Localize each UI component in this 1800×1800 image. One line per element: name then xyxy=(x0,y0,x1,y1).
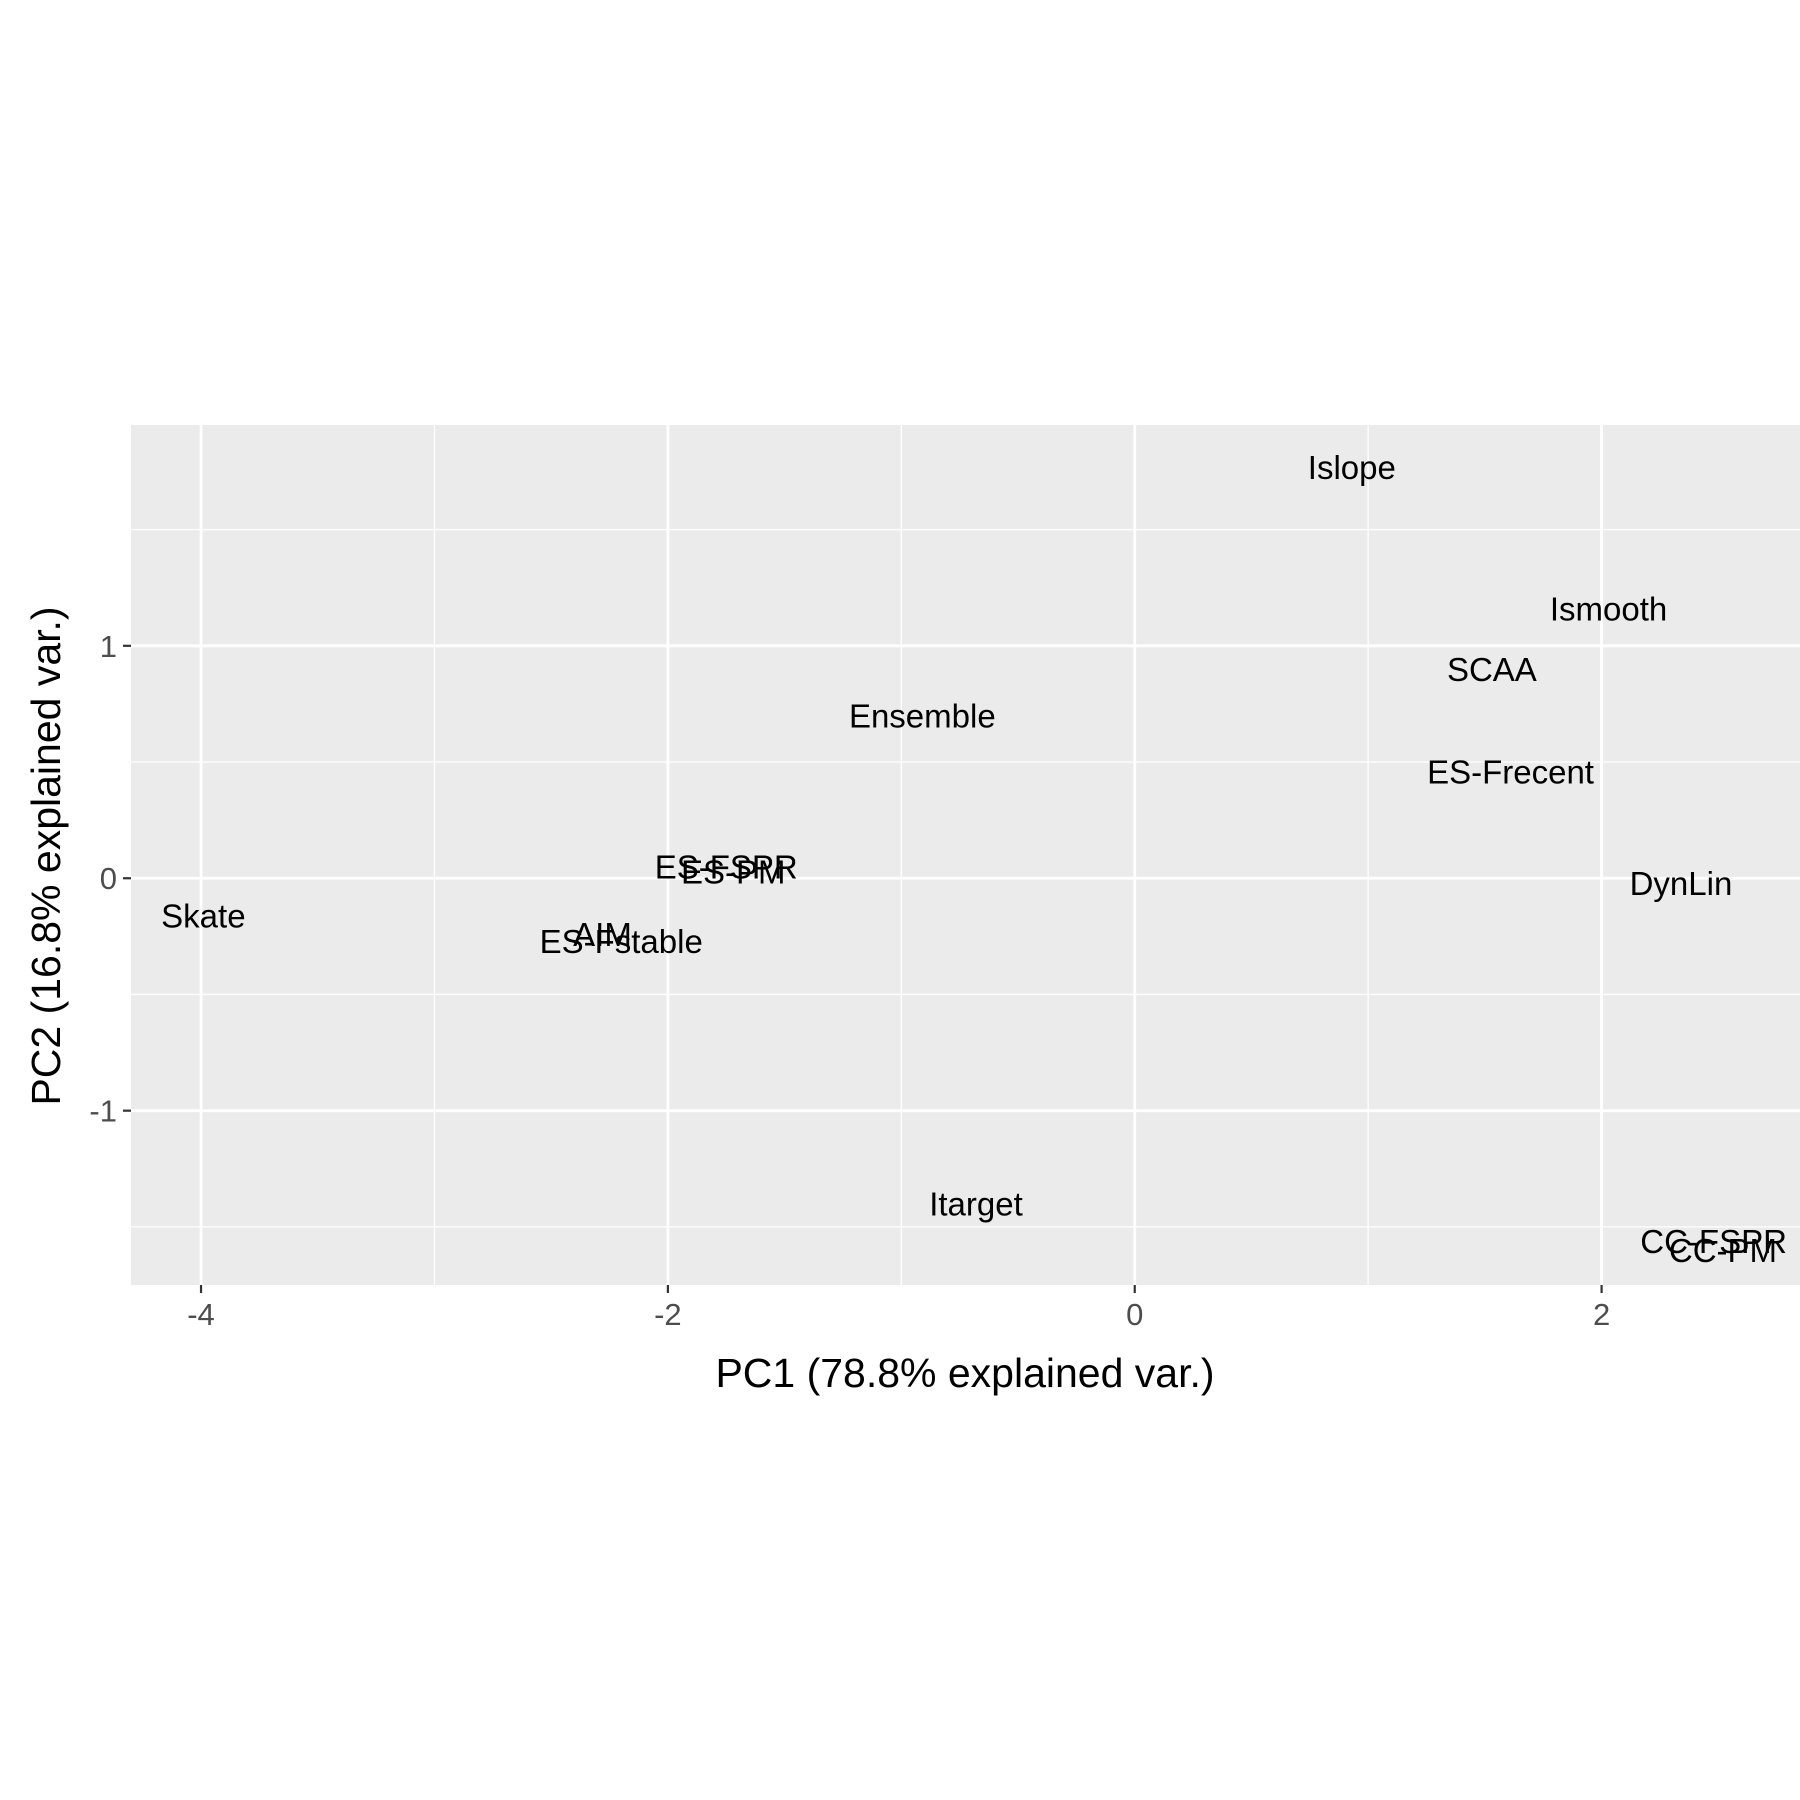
point-label: DynLin xyxy=(1630,865,1733,902)
y-tick-label: 0 xyxy=(100,861,117,896)
point-label: Ismooth xyxy=(1550,591,1667,628)
point-labels: Islope Ismooth SCAA Ensemble ES-Frecent ES-FS… xyxy=(161,449,1787,1269)
x-tick-label: -2 xyxy=(654,1297,682,1332)
x-axis-title: PC1 (78.8% explained var.) xyxy=(715,1350,1214,1396)
point-label: ES-FSPR xyxy=(655,849,798,886)
point-label: AIM xyxy=(573,916,632,953)
y-tick-label: 1 xyxy=(100,629,117,664)
point-label: CC-PM xyxy=(1669,1232,1777,1269)
point-label: SCAA xyxy=(1447,651,1537,688)
y-axis-ticks: -1 0 1 xyxy=(89,629,131,1129)
point-label: Islope xyxy=(1308,449,1396,486)
x-axis-ticks: -4 -2 0 2 xyxy=(187,1285,1610,1332)
point-label: ES-Frecent xyxy=(1427,753,1594,790)
point-label: Skate xyxy=(161,897,245,934)
major-gridlines xyxy=(131,425,1800,1285)
point-label: Itarget xyxy=(929,1186,1023,1223)
x-tick-label: 0 xyxy=(1126,1297,1143,1332)
y-axis-title: PC2 (16.8% explained var.) xyxy=(23,606,69,1105)
x-tick-label: 2 xyxy=(1593,1297,1610,1332)
point-label: Ensemble xyxy=(849,698,996,735)
minor-gridlines xyxy=(131,425,1800,1285)
point-label: ES-PM xyxy=(681,853,786,890)
y-tick-label: -1 xyxy=(89,1094,117,1129)
point-label: ES-Fstable xyxy=(540,923,703,960)
x-tick-label: -4 xyxy=(187,1297,215,1332)
point-label: CC-FSPR xyxy=(1640,1223,1787,1260)
plot-panel xyxy=(131,425,1800,1285)
